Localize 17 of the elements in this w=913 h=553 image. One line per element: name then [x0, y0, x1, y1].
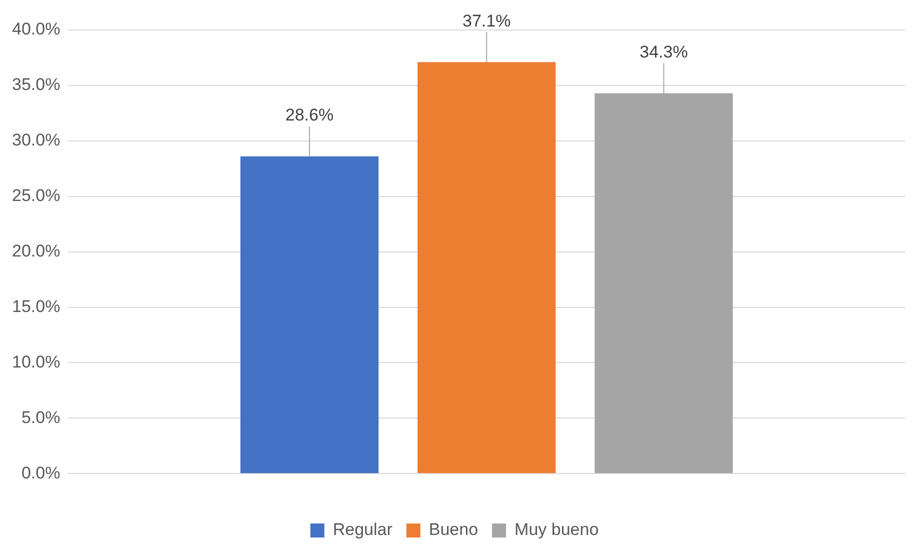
data-label: 28.6% — [285, 106, 334, 125]
data-label: 37.1% — [462, 11, 511, 30]
y-tick-label: 0.0% — [21, 463, 60, 482]
legend-label: Regular — [332, 520, 393, 540]
bar — [240, 156, 379, 474]
y-tick-label: 5.0% — [21, 408, 60, 427]
y-tick-label: 15.0% — [12, 296, 60, 316]
y-tick-label: 10.0% — [12, 352, 60, 372]
y-tick-label: 35.0% — [12, 75, 60, 94]
y-tick-label: 20.0% — [12, 241, 60, 260]
data-label: 34.3% — [640, 42, 688, 62]
y-tick-label: 25.0% — [12, 186, 60, 206]
y-tick-label: 40.0% — [12, 20, 60, 39]
bar — [418, 62, 556, 474]
legend-label: Muy bueno — [514, 520, 599, 540]
y-tick-label: 30.0% — [12, 130, 60, 150]
legend-label: Bueno — [428, 520, 478, 540]
